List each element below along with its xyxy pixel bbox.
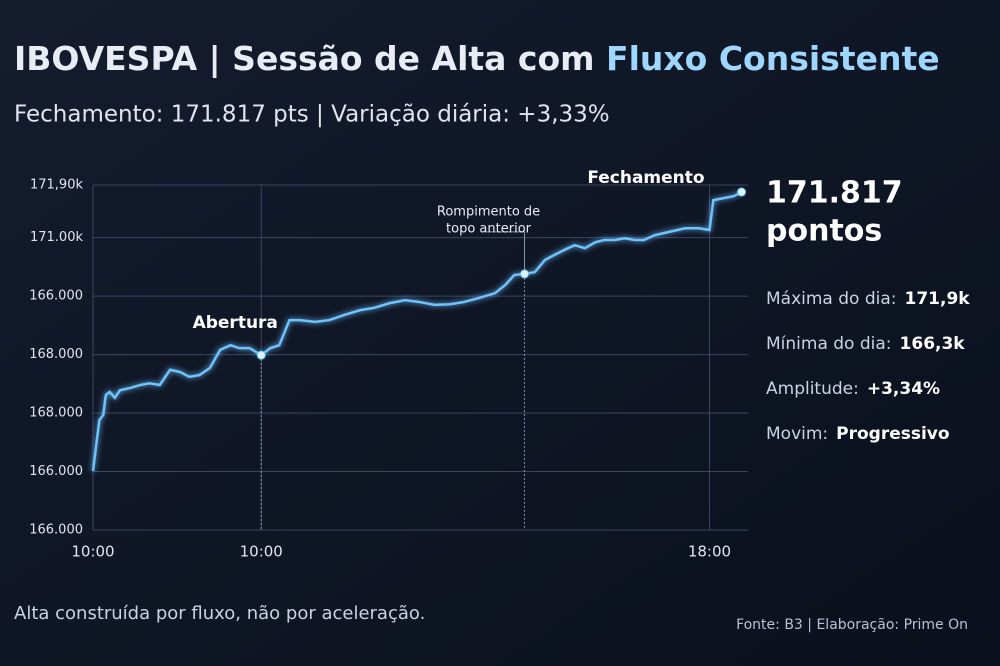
annotation: Abertura	[193, 313, 278, 333]
y-tick-label: 171,90k	[30, 178, 83, 193]
stat-value: 171,9k	[905, 289, 971, 309]
stat-label: Amplitude:	[766, 379, 859, 399]
annotation: Fechamento	[587, 168, 704, 188]
close-unit: pontos	[766, 214, 882, 249]
callout	[486, 231, 526, 274]
stat-label: Movim:	[766, 424, 828, 444]
y-tick-label: 168.000	[29, 347, 83, 362]
marker	[737, 187, 747, 197]
y-tick-label: 166.000	[29, 289, 83, 304]
note: Alta construída por fluxo, não por acele…	[14, 603, 425, 624]
annotation: topo anterior	[446, 221, 532, 236]
x-tick-label: 18:00	[688, 543, 731, 561]
marker	[256, 350, 266, 360]
stat-label: Máxima do dia:	[766, 289, 897, 309]
line	[91, 190, 743, 472]
stat-value: 166,3k	[900, 334, 966, 354]
source: Fonte: B3 | Elaboração: Prime On	[736, 617, 968, 633]
marker	[520, 269, 530, 279]
chart-title: IBOVESPA | Sessão de Alta com Fluxo Cons…	[14, 39, 940, 78]
x-tick-label: 10:00	[71, 543, 114, 561]
subtitle: Fechamento: 171.817 pts | Variação diári…	[14, 102, 610, 128]
close-value: 171.817	[766, 176, 903, 211]
x-tick-label: 10:00	[240, 543, 283, 561]
stat-value: Progressivo	[836, 424, 949, 444]
y-tick-label: 171.00k	[30, 230, 83, 245]
y-tick-label: 166.000	[29, 464, 83, 479]
stat-label: Mínima do dia:	[766, 334, 892, 354]
y-tick-label: 166.000	[29, 523, 83, 538]
stat-value: +3,34%	[867, 379, 940, 399]
annotation: Rompimento de	[437, 204, 540, 219]
y-tick-label: 168.000	[29, 406, 83, 421]
